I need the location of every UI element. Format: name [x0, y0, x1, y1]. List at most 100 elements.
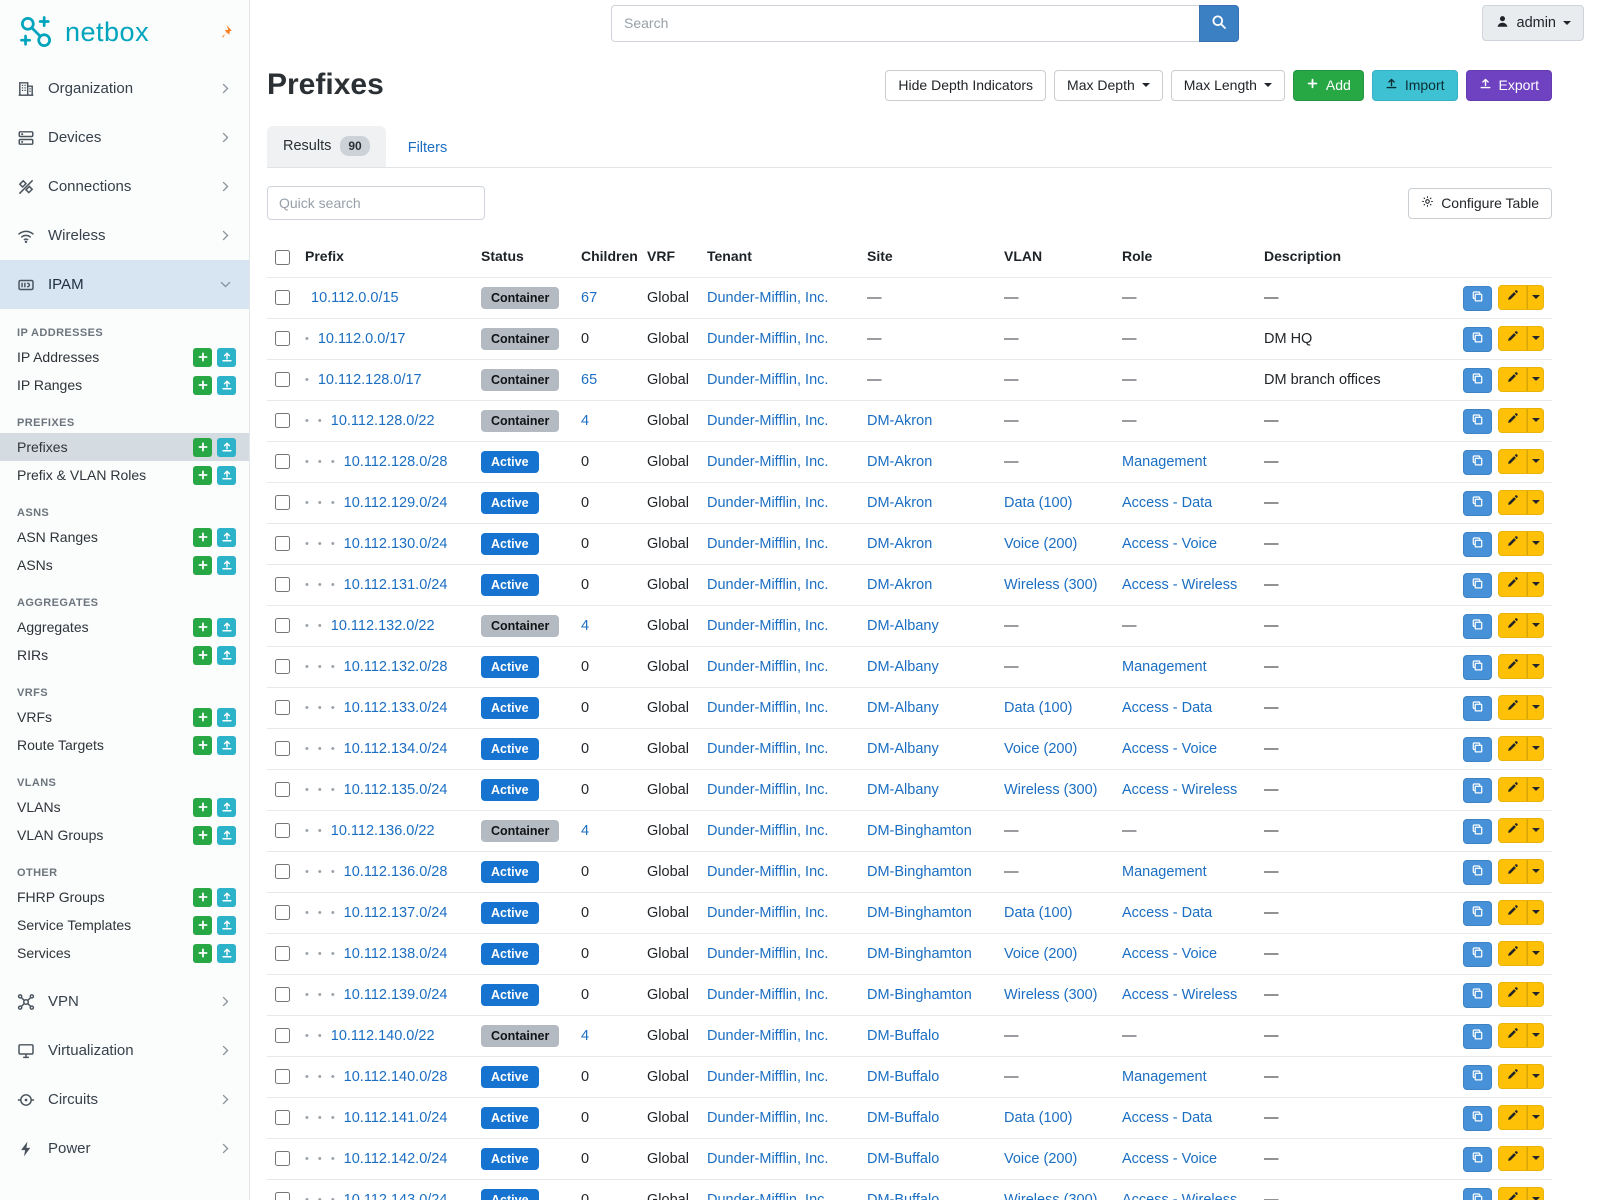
prefix-link[interactable]: 10.112.140.0/28: [343, 1068, 448, 1085]
tenant-link[interactable]: Dunder-Mifflin, Inc.: [707, 1109, 829, 1126]
tenant-link[interactable]: Dunder-Mifflin, Inc.: [707, 453, 829, 470]
copy-button[interactable]: [1463, 859, 1492, 885]
vlan-link[interactable]: Voice (200): [1004, 740, 1078, 757]
quick-import-button[interactable]: [217, 645, 236, 665]
tenant-link[interactable]: Dunder-Mifflin, Inc.: [707, 945, 829, 962]
edit-button[interactable]: [1498, 940, 1527, 966]
copy-button[interactable]: [1463, 1146, 1492, 1172]
role-link[interactable]: Management: [1122, 453, 1207, 470]
column-header-status[interactable]: Status: [473, 236, 573, 278]
site-link[interactable]: DM-Albany: [867, 699, 939, 716]
copy-button[interactable]: [1463, 572, 1492, 598]
row-checkbox[interactable]: [275, 577, 290, 593]
prefix-link[interactable]: 10.112.142.0/24: [343, 1150, 448, 1167]
vlan-link[interactable]: Data (100): [1004, 1109, 1073, 1126]
quick-import-button[interactable]: [217, 617, 236, 637]
copy-button[interactable]: [1463, 695, 1492, 721]
quick-import-button[interactable]: [217, 707, 236, 727]
row-checkbox[interactable]: [275, 413, 290, 429]
edit-dropdown-button[interactable]: [1527, 612, 1544, 638]
row-checkbox[interactable]: [275, 700, 290, 716]
sidebar-item-vlans[interactable]: VLANs: [0, 793, 249, 821]
row-checkbox[interactable]: [275, 946, 290, 962]
prefix-link[interactable]: 10.112.0.0/17: [317, 330, 406, 347]
site-link[interactable]: DM-Buffalo: [867, 1027, 940, 1044]
quick-import-button[interactable]: [217, 943, 236, 963]
edit-button[interactable]: [1498, 612, 1527, 638]
row-checkbox[interactable]: [275, 987, 290, 1003]
sidebar-item-route-targets[interactable]: Route Targets: [0, 731, 249, 759]
tenant-link[interactable]: Dunder-Mifflin, Inc.: [707, 330, 829, 347]
edit-button[interactable]: [1498, 489, 1527, 515]
select-all-checkbox[interactable]: [275, 249, 290, 265]
sidebar-item-vpn[interactable]: VPN: [0, 977, 249, 1026]
copy-button[interactable]: [1463, 1187, 1492, 1200]
site-link[interactable]: DM-Akron: [867, 535, 933, 552]
brand-name[interactable]: netbox: [65, 16, 150, 47]
quick-import-button[interactable]: [217, 735, 236, 755]
children-link[interactable]: 65: [581, 371, 598, 388]
site-link[interactable]: DM-Binghamton: [867, 945, 972, 962]
pin-icon[interactable]: [217, 24, 233, 40]
sidebar-item-connections[interactable]: Connections: [0, 162, 249, 211]
site-link[interactable]: DM-Buffalo: [867, 1191, 940, 1200]
site-link[interactable]: DM-Albany: [867, 658, 939, 675]
vlan-link[interactable]: Data (100): [1004, 904, 1073, 921]
tenant-link[interactable]: Dunder-Mifflin, Inc.: [707, 740, 829, 757]
role-link[interactable]: Access - Wireless: [1122, 986, 1238, 1003]
vlan-link[interactable]: Voice (200): [1004, 1150, 1078, 1167]
copy-button[interactable]: [1463, 1023, 1492, 1049]
quick-import-button[interactable]: [217, 887, 236, 907]
row-checkbox[interactable]: [275, 1151, 290, 1167]
quick-add-button[interactable]: [193, 825, 212, 845]
tenant-link[interactable]: Dunder-Mifflin, Inc.: [707, 986, 829, 1003]
edit-dropdown-button[interactable]: [1527, 694, 1544, 720]
edit-dropdown-button[interactable]: [1527, 899, 1544, 925]
prefix-link[interactable]: 10.112.138.0/24: [343, 945, 448, 962]
edit-dropdown-button[interactable]: [1527, 530, 1544, 556]
quick-import-button[interactable]: [217, 527, 236, 547]
sidebar-item-wireless[interactable]: Wireless: [0, 211, 249, 260]
prefix-link[interactable]: 10.112.134.0/24: [343, 740, 448, 757]
edit-button[interactable]: [1498, 694, 1527, 720]
edit-dropdown-button[interactable]: [1527, 489, 1544, 515]
vlan-link[interactable]: Voice (200): [1004, 535, 1078, 552]
quick-add-button[interactable]: [193, 645, 212, 665]
tenant-link[interactable]: Dunder-Mifflin, Inc.: [707, 1191, 829, 1200]
edit-dropdown-button[interactable]: [1527, 407, 1544, 433]
quick-import-button[interactable]: [217, 465, 236, 485]
copy-button[interactable]: [1463, 1105, 1492, 1131]
site-link[interactable]: DM-Binghamton: [867, 863, 972, 880]
edit-dropdown-button[interactable]: [1527, 1022, 1544, 1048]
site-link[interactable]: DM-Akron: [867, 494, 933, 511]
row-checkbox[interactable]: [275, 331, 290, 347]
tenant-link[interactable]: Dunder-Mifflin, Inc.: [707, 822, 829, 839]
row-checkbox[interactable]: [275, 495, 290, 511]
prefix-link[interactable]: 10.112.137.0/24: [343, 904, 448, 921]
copy-button[interactable]: [1463, 818, 1492, 844]
edit-button[interactable]: [1498, 981, 1527, 1007]
edit-button[interactable]: [1498, 284, 1527, 310]
edit-dropdown-button[interactable]: [1527, 735, 1544, 761]
tenant-link[interactable]: Dunder-Mifflin, Inc.: [707, 781, 829, 798]
site-link[interactable]: DM-Binghamton: [867, 822, 972, 839]
sidebar-item-ip-addresses[interactable]: IP Addresses: [0, 343, 249, 371]
copy-button[interactable]: [1463, 490, 1492, 516]
search-input[interactable]: [611, 4, 1199, 42]
copy-button[interactable]: [1463, 1064, 1492, 1090]
copy-button[interactable]: [1463, 777, 1492, 803]
quick-add-button[interactable]: [193, 617, 212, 637]
row-checkbox[interactable]: [275, 659, 290, 675]
quick-add-button[interactable]: [193, 555, 212, 575]
row-checkbox[interactable]: [275, 864, 290, 880]
edit-button[interactable]: [1498, 858, 1527, 884]
edit-button[interactable]: [1498, 653, 1527, 679]
sidebar-item-circuits[interactable]: Circuits: [0, 1075, 249, 1124]
quick-add-button[interactable]: [193, 437, 212, 457]
copy-button[interactable]: [1463, 736, 1492, 762]
vlan-link[interactable]: Voice (200): [1004, 945, 1078, 962]
sidebar-item-prefix-vlan-roles[interactable]: Prefix & VLAN Roles: [0, 461, 249, 489]
quick-import-button[interactable]: [217, 915, 236, 935]
column-header-description[interactable]: Description: [1256, 236, 1442, 278]
edit-dropdown-button[interactable]: [1527, 817, 1544, 843]
